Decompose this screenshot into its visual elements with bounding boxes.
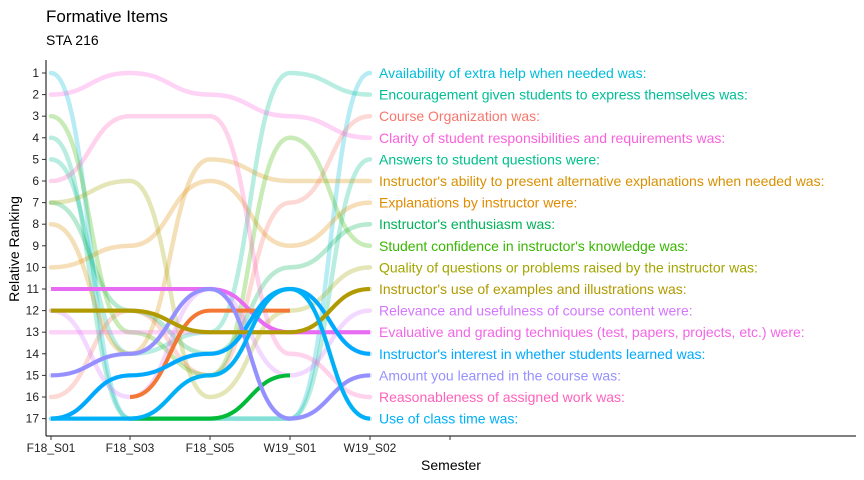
series-label: Student confidence in instructor's knowl… [379,238,688,254]
y-tick-label: 5 [32,152,39,166]
highlighted-series-line [51,286,371,421]
y-tick-label: 1 [32,66,39,80]
y-tick-label: 11 [27,282,40,296]
highlighted-series-line [50,287,371,335]
y-tick-label: 15 [26,368,40,382]
faded-series-lines [48,70,373,421]
series-label: Reasonableness of assigned work was: [379,389,625,405]
y-tick-label: 16 [26,390,40,404]
series-label: Explanations by instructor were: [379,195,577,211]
series-label: Instructor's ability to present alternat… [379,173,824,189]
y-tick-label: 3 [32,109,39,123]
y-tick-label: 12 [26,304,40,318]
y-tick-label: 2 [32,88,39,102]
y-tick-label: 13 [26,325,40,339]
series-line [48,113,373,400]
series-line [48,178,373,270]
y-tick-label: 9 [32,239,39,253]
series-label: Relevance and usefulness of course conte… [379,303,693,319]
y-tick-label: 8 [32,217,39,231]
series-labels: Availability of extra help when needed w… [379,65,824,427]
series-label: Course Organization was: [379,108,540,124]
x-tick-label: F18_S05 [186,441,235,455]
x-axis-label: Semester [421,457,481,473]
series-label: Encouragement given students to express … [379,87,748,103]
series-label: Use of class time was: [379,411,518,427]
y-axis-label: Relative Ranking [6,196,22,302]
series-label: Instructor's enthusiasm was: [379,216,555,232]
y-tick-label: 10 [26,260,40,274]
x-tick-label: F18_S03 [106,441,155,455]
series-label: Quality of questions or problems raised … [379,259,758,275]
series-line [48,70,373,141]
y-tick-label: 6 [32,174,39,188]
y-tick-label: 14 [26,347,40,361]
x-tick-label: F18_S01 [27,441,76,455]
chart-subtitle: STA 216 [46,32,99,48]
series-label: Instructor's interest in whether student… [379,346,705,362]
series-label: Instructor's use of examples and illustr… [379,281,687,297]
chart-title: Formative Items [46,7,168,26]
y-tick-label: 7 [32,196,39,210]
series-label: Evaluative and grading techniques (test,… [379,324,805,340]
y-tick-label: 4 [32,131,39,145]
highlighted-series-line [50,286,371,421]
x-tick-label: W19_S01 [264,441,317,455]
x-tick-label: W19_S02 [344,441,397,455]
series-label: Clarity of student responsibilities and … [379,130,725,146]
series-label: Amount you learned in the course was: [379,367,621,383]
highlighted-series-line [130,373,291,421]
series-label: Availability of extra help when needed w… [379,65,646,81]
highlighted-series-lines [50,286,371,421]
highlighted-series-line [50,286,371,421]
y-tick-label: 17 [26,412,40,426]
series-line [48,157,373,357]
series-label: Answers to student questions were: [379,151,600,167]
